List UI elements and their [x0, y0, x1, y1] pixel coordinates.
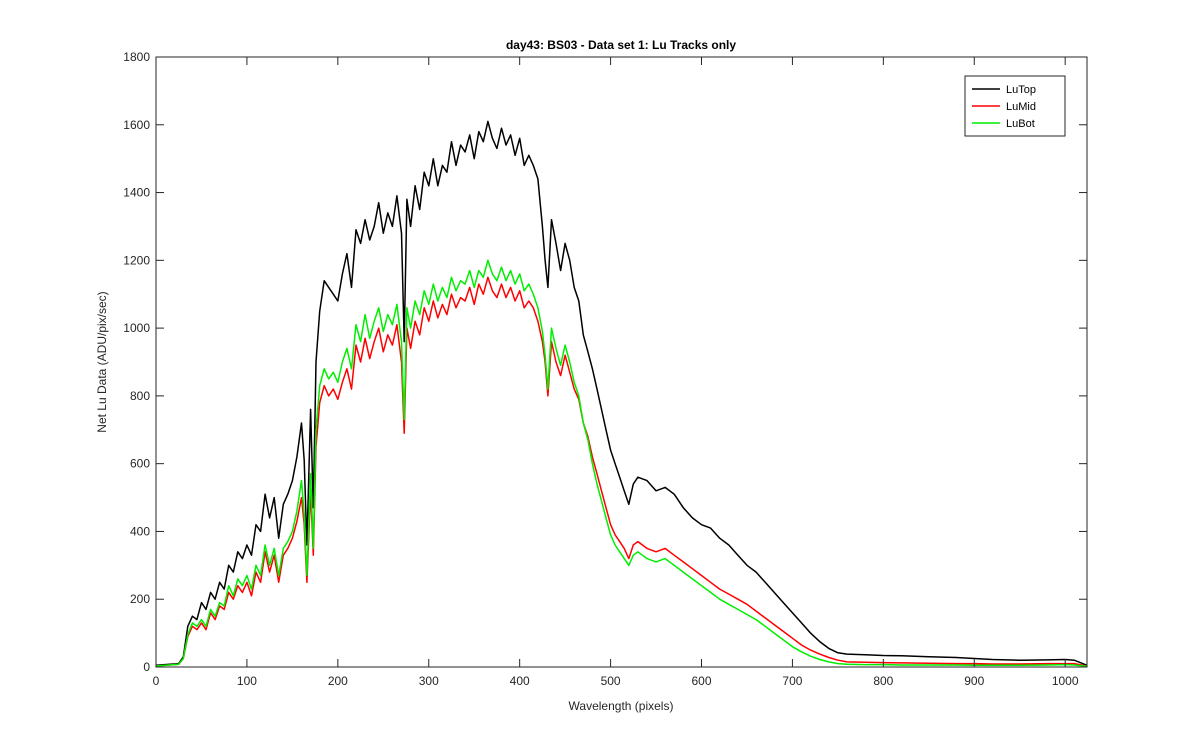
- x-tick-label: 200: [328, 674, 348, 688]
- x-tick-label: 500: [601, 674, 621, 688]
- x-axis-label: Wavelength (pixels): [569, 699, 674, 713]
- plot-area: [156, 57, 1087, 667]
- ticks-layer: 0 100 200 300 400 500 600 700 800 900 1000 0 200 400 6…: [123, 50, 1087, 688]
- y-tick-label: 1600: [123, 118, 150, 132]
- y-tick-label: 0: [143, 660, 150, 674]
- x-tick-label: 1000: [1052, 674, 1079, 688]
- legend-label-lutop: LuTop: [1006, 84, 1036, 96]
- y-tick-label: 200: [130, 592, 150, 606]
- y-tick-label: 400: [130, 524, 150, 538]
- y-axis-label: Net Lu Data (ADU/pix/sec): [95, 291, 109, 432]
- series-line-lutop: [155, 120, 1088, 667]
- y-tick-label: 1400: [123, 186, 150, 200]
- x-tick-label: 700: [782, 674, 802, 688]
- y-tick-label: 1000: [123, 321, 150, 335]
- x-tick-label: 600: [691, 674, 711, 688]
- y-tick-label: 800: [130, 389, 150, 403]
- x-tick-label: 400: [510, 674, 530, 688]
- legend: LuTop LuMid LuBot: [964, 75, 1066, 137]
- plot-frame: [155, 56, 1088, 668]
- legend-label-lubot: LuBot: [1006, 118, 1035, 130]
- x-tick-label: 300: [419, 674, 439, 688]
- series-layer: [155, 120, 1088, 668]
- x-tick-label: 900: [964, 674, 984, 688]
- y-tick-label: 1800: [123, 50, 150, 64]
- series-line-lubot: [155, 259, 1088, 668]
- legend-label-lumid: LuMid: [1006, 101, 1036, 113]
- x-tick-label: 800: [873, 674, 893, 688]
- y-tick-label: 600: [130, 457, 150, 471]
- chart-title: day43: BS03 - Data set 1: Lu Tracks only: [506, 38, 736, 52]
- x-tick-label: 0: [153, 674, 160, 688]
- series-line-lumid: [155, 276, 1088, 667]
- x-tick-label: 100: [237, 674, 257, 688]
- y-tick-label: 1200: [123, 253, 150, 267]
